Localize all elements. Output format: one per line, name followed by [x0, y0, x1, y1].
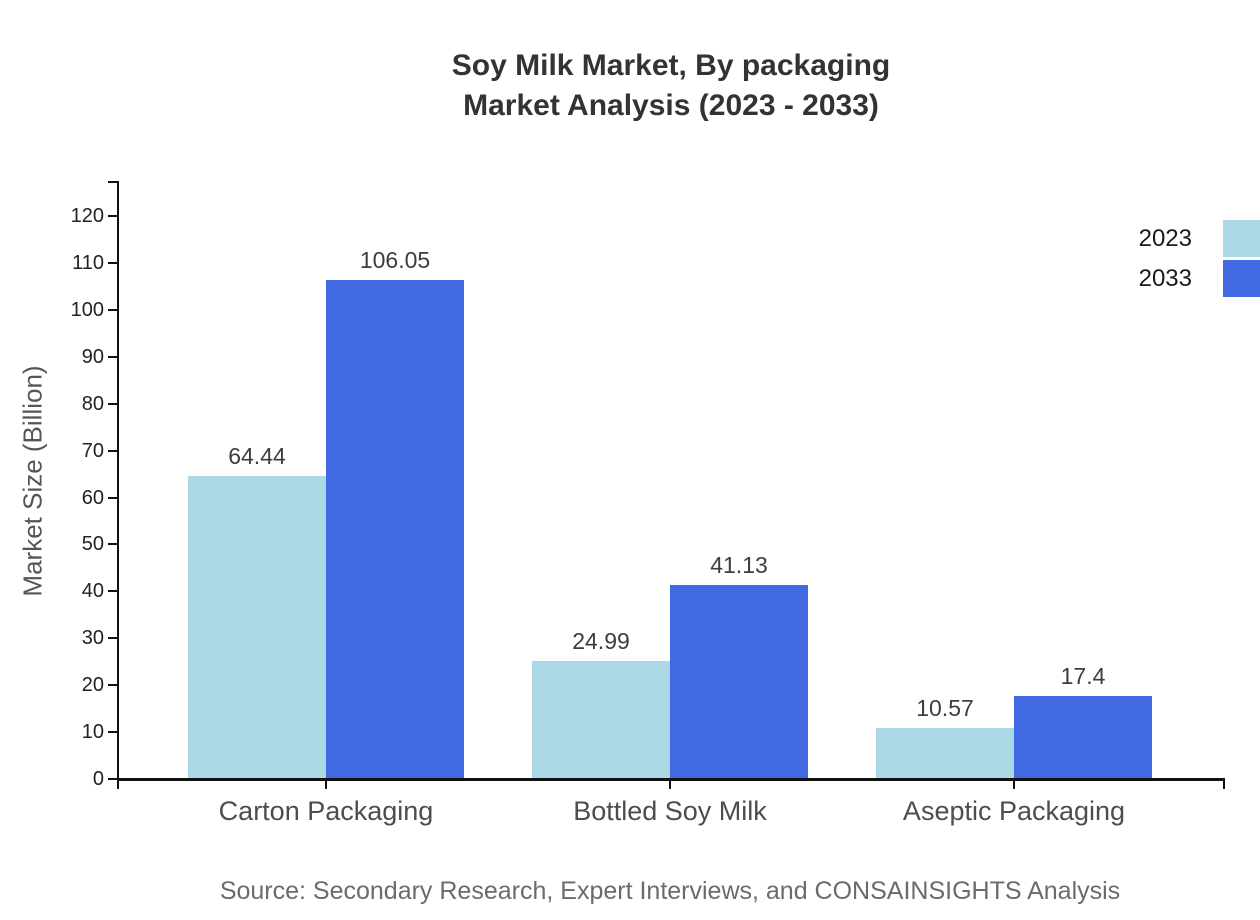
x-axis-left-end-tick: [117, 779, 119, 789]
y-tick-label-0: 0: [92, 768, 104, 790]
bar-2033-bottled-soy-milk: [670, 585, 808, 778]
legend-label-2033: 2033: [1138, 265, 1192, 292]
x-axis-line: [117, 778, 1225, 781]
y-tick-label-90: 90: [81, 345, 104, 368]
y-tick-label-40: 40: [81, 580, 104, 603]
bar-2033-aseptic-packaging: [1014, 696, 1152, 778]
chart-title-line-1: Soy Milk Market, By packaging: [451, 49, 891, 82]
y-tick-mark-70: [108, 449, 118, 452]
bar-2023-aseptic-packaging: [876, 728, 1014, 778]
y-tick-mark-20: [108, 684, 118, 687]
y-tick-label-60: 60: [81, 486, 104, 509]
y-axis-top-end-tick: [108, 181, 118, 183]
x-tick-mark-carton-packaging: [325, 779, 327, 789]
y-tick-mark-90: [108, 355, 118, 358]
y-axis-line: [117, 181, 119, 781]
y-tick-label-100: 100: [70, 298, 104, 321]
bar-2023-bottled-soy-milk: [532, 660, 670, 778]
y-tick-mark-50: [108, 543, 118, 546]
x-tick-mark-bottled-soy-milk: [669, 779, 671, 789]
bar-value-label-2033-carton-packaging: 106.05: [359, 247, 431, 274]
y-tick-mark-10: [108, 731, 118, 734]
y-tick-mark-120: [108, 215, 118, 217]
y-tick-mark-60: [108, 496, 118, 499]
y-tick-mark-110: [108, 261, 118, 264]
bar-value-label-2023-carton-packaging: 64.44: [228, 442, 286, 469]
bar-value-label-2033-bottled-soy-milk: 41.13: [710, 552, 768, 579]
legend-swatch-2033: [1223, 260, 1260, 297]
category-label-bottled-soy-milk: Bottled Soy Milk: [573, 796, 767, 826]
y-tick-label-120: 120: [70, 205, 104, 227]
y-tick-label-20: 20: [81, 674, 104, 697]
y-tick-label-10: 10: [81, 721, 104, 744]
y-tick-mark-100: [108, 308, 118, 311]
y-tick-mark-0: [108, 778, 118, 780]
y-tick-mark-40: [108, 590, 118, 593]
category-label-carton-packaging: Carton Packaging: [218, 796, 434, 826]
y-tick-mark-30: [108, 637, 118, 640]
bar-value-label-2033-aseptic-packaging: 17.4: [1060, 663, 1106, 690]
y-tick-label-70: 70: [81, 439, 104, 462]
bar-2023-carton-packaging: [188, 475, 326, 778]
chart-title-line-2: Market Analysis (2023 - 2033): [463, 89, 879, 122]
bar-value-label-2023-aseptic-packaging: 10.57: [916, 695, 974, 722]
y-tick-label-80: 80: [81, 392, 104, 415]
x-tick-mark-aseptic-packaging: [1013, 779, 1015, 789]
x-axis-right-end-tick: [1223, 779, 1225, 789]
y-axis-title: Market Size (Billion): [17, 365, 48, 597]
y-tick-label-30: 30: [81, 627, 104, 650]
bar-value-label-2023-bottled-soy-milk: 24.99: [572, 627, 630, 654]
y-tick-mark-80: [108, 402, 118, 405]
bar-2033-carton-packaging: [326, 280, 464, 778]
y-tick-label-50: 50: [81, 533, 104, 556]
y-tick-label-110: 110: [72, 251, 104, 274]
legend-label-2023: 2023: [1138, 225, 1192, 252]
category-label-aseptic-packaging: Aseptic Packaging: [902, 796, 1126, 826]
legend-swatch-2023: [1223, 220, 1260, 257]
source-attribution: Source: Secondary Research, Expert Inter…: [219, 877, 1121, 905]
